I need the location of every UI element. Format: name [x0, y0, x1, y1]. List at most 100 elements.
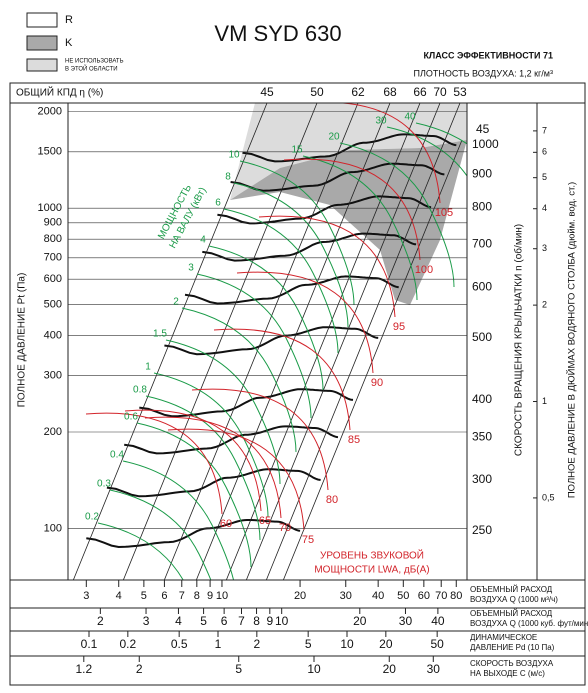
row-label: СКОРОСТЬ ВОЗДУХА: [470, 659, 554, 668]
power-curve: [208, 245, 324, 391]
speed-curve: [164, 326, 379, 356]
power-label: 15: [291, 145, 303, 156]
noise-curve: [124, 409, 262, 512]
y-tick-label: 900: [44, 217, 62, 229]
row-tick-label: 50: [430, 637, 444, 651]
x-tick-label: 6: [161, 590, 167, 602]
row-tick-label: 10: [307, 662, 321, 676]
y-axis-title: ПОЛНОЕ ДАВЛЕНИЕ Pt (Па): [17, 273, 28, 408]
speed-curve: [242, 133, 457, 163]
efficiency-label: 62: [351, 85, 365, 99]
noise-label: 100: [415, 264, 433, 276]
row-label: НА ВЫХОДЕ C (м/с): [470, 669, 545, 678]
power-curve: [233, 182, 349, 328]
speed-curve: [86, 519, 301, 549]
x-tick-label: 4: [116, 590, 122, 602]
legend-swatch: [26, 58, 58, 72]
y2-tick-label: 1: [542, 396, 547, 406]
speed-label: 800: [472, 199, 492, 213]
row-tick-label: 8: [253, 614, 260, 628]
power-label: 1.5: [153, 329, 167, 340]
noise-curve: [258, 215, 396, 318]
y2-axis-title: ПОЛНОЕ ДАВЛЕНИЕ В ДЮЙМАХ ВОДЯНОГО СТОЛБА…: [566, 182, 578, 498]
row-tick-label: 9: [266, 614, 273, 628]
efficiency-line: [163, 103, 359, 580]
row-label: ДАВЛЕНИЕ Pd (10 Па): [470, 643, 555, 652]
legend-label: R: [65, 14, 73, 26]
speed-curve: [217, 195, 432, 225]
power-curve: [145, 395, 261, 541]
y2-tick-label: 0,5: [542, 492, 555, 502]
y-tick-label: 1000: [38, 202, 62, 214]
y-tick-label: 100: [44, 522, 62, 534]
power-label: 30: [375, 116, 387, 127]
power-label: 10: [228, 150, 240, 161]
noise-label: 95: [393, 321, 405, 333]
speed-label: 500: [472, 330, 492, 344]
power-curve: [339, 142, 455, 288]
row-tick-label: 10: [275, 614, 289, 628]
noise-curve: [236, 271, 374, 374]
legend-label: K: [65, 37, 73, 49]
x-tick-label: 30: [340, 590, 352, 602]
efficiency-line: [122, 103, 318, 580]
noise-curve: [304, 103, 441, 204]
noise-label: 65: [259, 515, 271, 527]
row-tick-label: 30: [427, 662, 441, 676]
power-curve: [153, 372, 269, 518]
y-tick-label: 500: [44, 298, 62, 310]
power-curve: [136, 422, 252, 568]
row-tick-label: 4: [175, 614, 182, 628]
noise-title: УРОВЕНЬ ЗВУКОВОЙ: [320, 549, 424, 562]
power-label: 40: [404, 112, 416, 123]
speed-label: 1000: [472, 137, 499, 151]
power-label: 0.2: [85, 512, 99, 523]
efficiency-line: [195, 103, 391, 580]
noise-label: 75: [302, 534, 314, 546]
noise-curve: [167, 428, 305, 531]
noise-label: 105: [435, 207, 453, 219]
noise-label: 60: [220, 518, 232, 530]
speed-label: 350: [472, 429, 492, 443]
efficiency-label: 68: [383, 85, 397, 99]
row-tick-label: 3: [143, 614, 150, 628]
frame: [9, 82, 586, 686]
power-label: 0.8: [133, 385, 147, 396]
efficiency-label: 66: [413, 85, 427, 99]
noise-curve: [283, 158, 421, 261]
x-tick-label: 7: [179, 590, 185, 602]
power-label: 20: [328, 132, 340, 143]
speed-label: 250: [472, 523, 492, 537]
power-curve: [109, 489, 212, 580]
x-tick-label: 8: [194, 590, 200, 602]
power-curve: [122, 460, 235, 580]
y2-tick-label: 4: [542, 203, 547, 213]
power-curve: [223, 208, 339, 354]
y-tick-label: 300: [44, 370, 62, 382]
row-tick-label: 5: [200, 614, 207, 628]
legend-label: В ЭТОЙ ОБЛАСТИ: [65, 65, 118, 73]
row-label: ВОЗДУХА Q (1000 м³/ч): [470, 595, 558, 604]
noise-label: 80: [326, 494, 338, 506]
power-curve: [181, 307, 297, 453]
noise-label: 70: [279, 522, 291, 534]
efficiency-label: 50: [310, 85, 324, 99]
y2-tick-label: 3: [542, 243, 547, 253]
efficiency-label: 53: [453, 85, 467, 99]
row-tick-label: 40: [431, 614, 445, 628]
noise-curve: [85, 412, 223, 515]
noise-label: 90: [371, 377, 383, 389]
power-curve: [386, 126, 467, 177]
power-label: 0.6: [124, 412, 138, 423]
y2-tick-label: 2: [542, 299, 547, 309]
x-tick-label: 80: [450, 590, 462, 602]
x-tick-label: 3: [83, 590, 89, 602]
power-curve: [165, 339, 281, 485]
noise-curve: [213, 328, 351, 431]
legend-label: НЕ ИСПОЛЬЗОВАТЬ: [65, 59, 124, 65]
power-curve: [97, 522, 184, 580]
speed-label: 700: [472, 236, 492, 250]
y-tick-label: 800: [44, 233, 62, 245]
speed-label: 600: [472, 279, 492, 293]
